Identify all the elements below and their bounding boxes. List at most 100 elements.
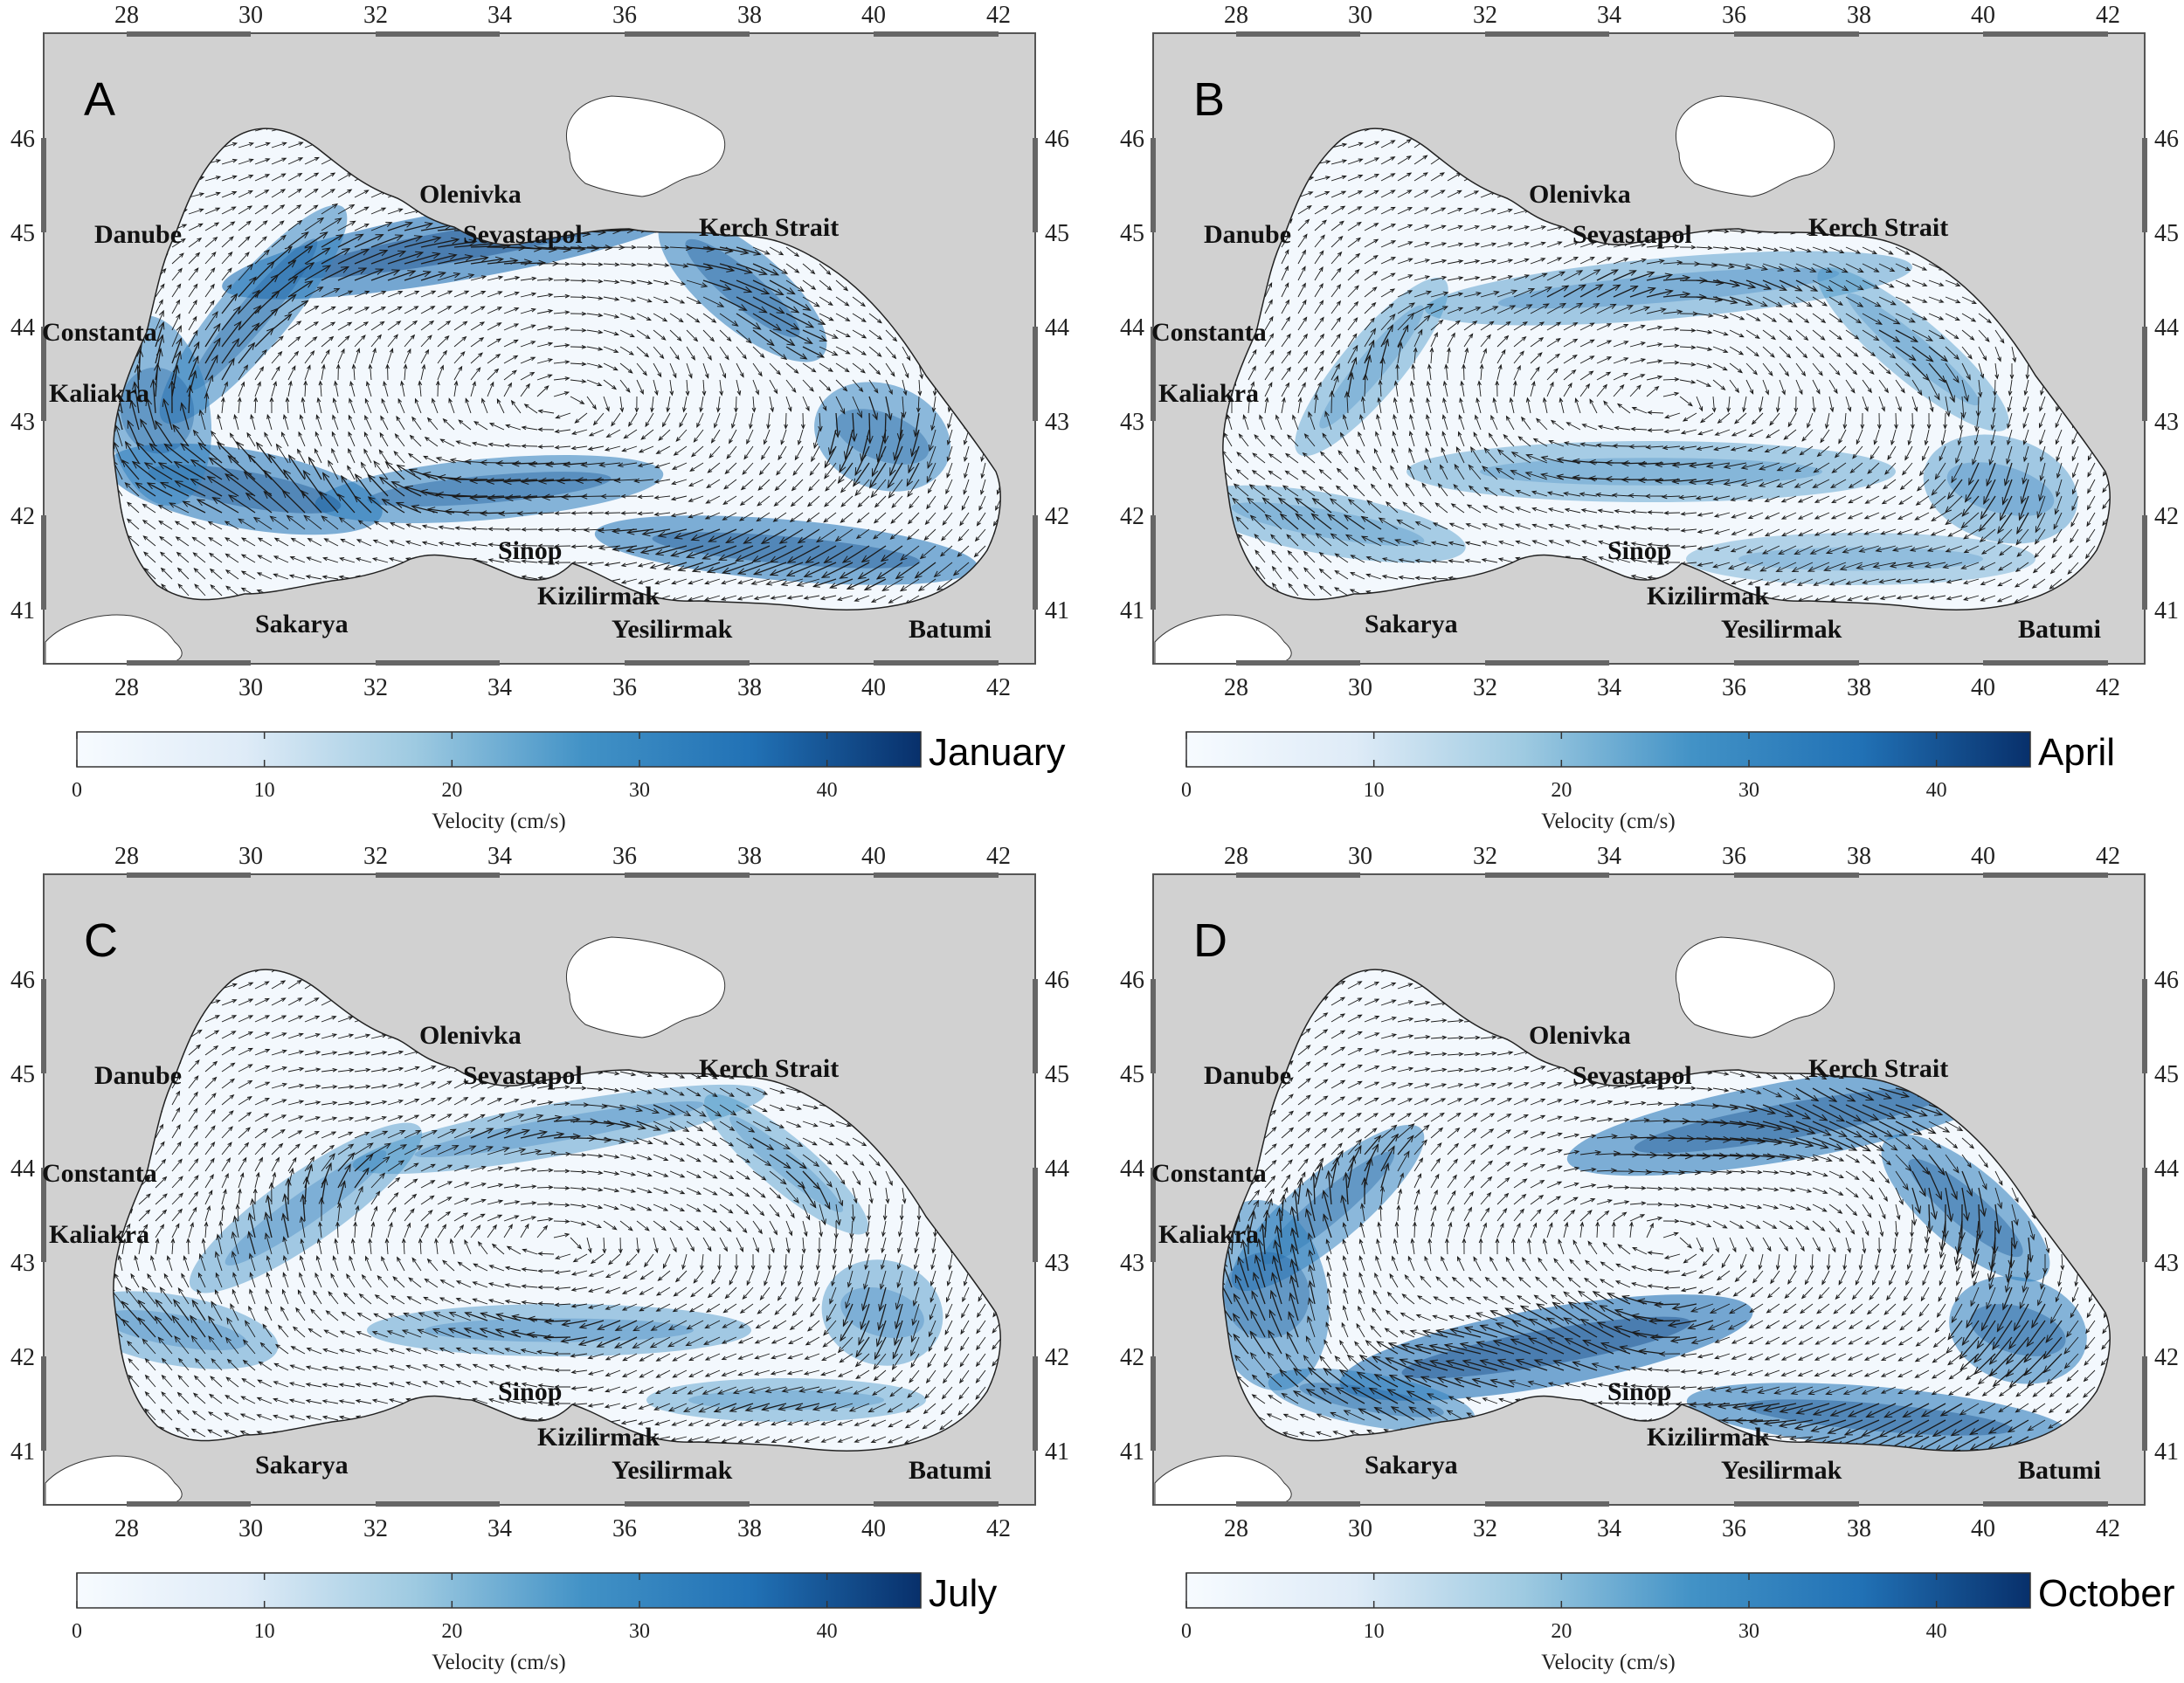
velocity-arrow: [238, 305, 262, 331]
velocity-arrow: [1377, 397, 1382, 414]
velocity-arrow: [878, 1286, 887, 1313]
velocity-arrow: [315, 414, 322, 431]
velocity-arrow: [1379, 356, 1386, 381]
velocity-arrow: [192, 1392, 206, 1404]
frame-bar: [1033, 327, 1038, 421]
jet-band: [1222, 1199, 1330, 1391]
velocity-arrow: [1440, 464, 1448, 480]
velocity-arrow: [316, 397, 322, 414]
velocity-arrow: [254, 1156, 264, 1172]
velocity-arrow: [1347, 356, 1358, 381]
velocity-arrow: [1895, 313, 1916, 323]
velocity-arrow: [752, 296, 785, 314]
velocity-arrow: [1413, 155, 1428, 165]
velocity-arrow: [470, 337, 485, 348]
velocity-arrow: [1563, 241, 1579, 248]
velocity-arrow: [603, 1121, 632, 1128]
map-panel-c: 28 30 32 34 36 38 40 42 28 30 32 34 36 38 40 42 46 45 44…: [0, 841, 1092, 1682]
velocity-arrow: [193, 1375, 206, 1388]
map-panel-a: 28 30 32 34 36 38 40 42 28 30 32 34 36 38 40 42 46 45 44…: [0, 0, 1092, 841]
current-jets: [113, 190, 978, 585]
velocity-arrow: [1530, 241, 1546, 248]
velocity-arrow: [1235, 468, 1249, 480]
velocity-arrow: [716, 1386, 737, 1395]
velocity-arrow: [1397, 172, 1413, 182]
velocity-arrow: [142, 519, 156, 530]
velocity-arrow: [914, 562, 936, 579]
velocity-arrow: [354, 1167, 370, 1189]
velocity-arrow: [1994, 346, 2001, 362]
velocity-arrow: [1646, 342, 1663, 348]
velocity-arrow: [370, 1221, 376, 1238]
velocity-arrow: [570, 511, 588, 515]
velocity-arrow: [802, 313, 826, 325]
jet-band: [1295, 277, 1448, 457]
velocity-arrow: [188, 208, 204, 215]
velocity-arrow: [1729, 279, 1757, 289]
jet-band: [1566, 1065, 2015, 1176]
velocity-arrow: [785, 263, 800, 273]
longitude-tick: 36: [612, 843, 637, 870]
velocity-arrow: [1496, 305, 1517, 314]
velocity-arrow: [1330, 190, 1347, 198]
velocity-arrow: [686, 263, 714, 271]
velocity-arrow: [852, 362, 866, 374]
velocity-arrow: [537, 1285, 554, 1290]
velocity-arrow: [1712, 296, 1738, 305]
sea-of-marmara: [45, 1455, 183, 1506]
velocity-arrow: [1879, 595, 1897, 601]
velocity-arrow: [1581, 540, 1598, 547]
velocity-arrow: [754, 1419, 771, 1426]
velocity-arrow: [155, 420, 173, 447]
velocity-arrow: [1447, 332, 1455, 348]
longitude-ticks-bottom: 28 30 32 34 36 38 40 42: [114, 1515, 1011, 1542]
velocity-arrow: [1845, 362, 1858, 376]
velocity-arrow: [2072, 462, 2079, 479]
velocity-arrow: [686, 245, 715, 252]
velocity-arrow: [208, 1393, 223, 1404]
velocity-arrow: [1911, 296, 1928, 303]
velocity-arrow: [439, 1364, 455, 1371]
velocity-arrow: [1447, 190, 1462, 198]
velocity-arrow: [842, 1303, 854, 1328]
velocity-arrow: [287, 280, 314, 298]
velocity-arrow: [814, 1270, 820, 1287]
latitude-tick: 44: [10, 314, 35, 341]
velocity-arrow: [636, 296, 653, 303]
velocity-arrow: [1347, 285, 1359, 298]
velocity-arrow: [662, 1253, 671, 1269]
velocity-arrow: [1264, 282, 1273, 298]
velocity-arrow: [619, 1104, 644, 1113]
velocity-arrow: [337, 1143, 355, 1155]
velocity-arrow: [204, 1221, 209, 1238]
frame-bar: [127, 660, 251, 666]
velocity-arrow: [1696, 329, 1713, 335]
velocity-arrow: [1515, 523, 1531, 530]
velocity-arrow: [1413, 224, 1430, 231]
velocity-arrow: [1496, 321, 1511, 331]
velocity-arrow: [1579, 256, 1595, 265]
velocity-arrow: [283, 413, 289, 431]
velocity-arrow: [437, 364, 444, 381]
velocity-arrow: [570, 1369, 588, 1375]
velocity-arrow: [933, 562, 953, 578]
velocity-arrow: [138, 1238, 143, 1255]
velocity-arrow: [619, 1170, 637, 1176]
velocity-arrow: [1812, 313, 1827, 323]
frame-bar: [376, 1501, 500, 1507]
velocity-arrow: [1878, 329, 1901, 342]
velocity-arrow: [2086, 495, 2096, 511]
velocity-arrow: [1364, 317, 1375, 331]
velocity-arrow: [961, 495, 970, 511]
velocity-arrow: [1696, 313, 1714, 318]
velocity-arrow: [1729, 263, 1752, 270]
velocity-arrow: [341, 1311, 356, 1321]
velocity-arrow: [1524, 472, 1548, 480]
velocity-arrow: [397, 397, 405, 414]
velocity-arrow: [1496, 363, 1503, 381]
velocity-arrow: [1396, 519, 1415, 530]
velocity-arrow: [943, 495, 953, 511]
velocity-arrow: [1759, 396, 1764, 413]
velocity-arrow: [1513, 380, 1517, 397]
velocity-arrow: [271, 313, 293, 331]
